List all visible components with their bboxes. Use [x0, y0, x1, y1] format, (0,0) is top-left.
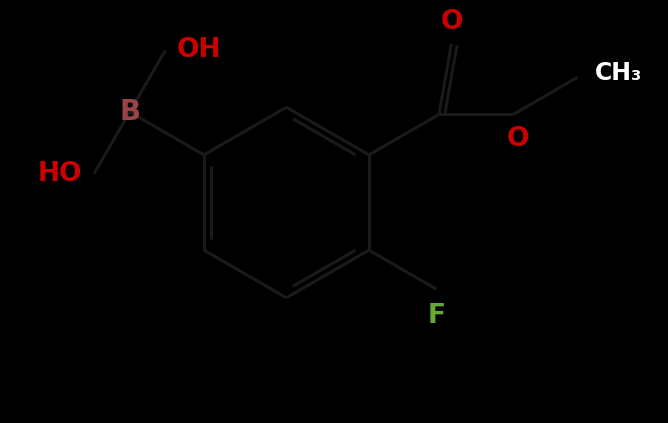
- Text: OH: OH: [177, 37, 221, 63]
- Text: O: O: [507, 126, 529, 152]
- Text: O: O: [440, 8, 463, 35]
- Text: B: B: [119, 98, 140, 126]
- Text: HO: HO: [38, 161, 82, 187]
- Text: CH₃: CH₃: [595, 60, 642, 85]
- Text: F: F: [428, 303, 446, 330]
